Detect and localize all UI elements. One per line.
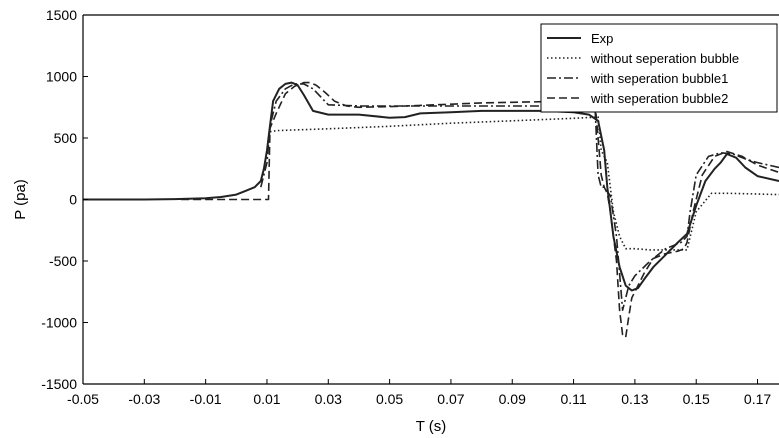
- y-tick-label: 1500: [46, 7, 77, 23]
- legend-entry-label: with seperation bubble2: [590, 91, 728, 106]
- series-line-4: [181, 81, 779, 339]
- x-tick-label: 0.15: [683, 391, 710, 407]
- y-tick-label: 500: [54, 130, 78, 146]
- legend-entry-label: without seperation bubble: [590, 51, 739, 66]
- x-tick-label: 0.05: [376, 391, 403, 407]
- x-tick-label: 0.01: [253, 391, 280, 407]
- x-tick-label: 0.03: [315, 391, 342, 407]
- y-tick-label: -1500: [41, 376, 77, 392]
- y-axis-label: P (pa): [12, 179, 29, 220]
- y-tick-label: 0: [69, 192, 77, 208]
- x-tick-label: -0.01: [190, 391, 222, 407]
- tick-marks-and-labels: -0.05 -0.03 -0.01 0.01 0.03 0.05 0.07 0.09 0.11 0…: [41, 7, 771, 407]
- x-tick-label: 0.07: [437, 391, 464, 407]
- series-line-3: [260, 83, 779, 311]
- x-axis-label: T (s): [416, 418, 447, 435]
- y-tick-label: 1000: [46, 69, 77, 85]
- y-tick-label: -500: [49, 253, 77, 269]
- x-tick-label: 0.09: [499, 391, 526, 407]
- x-tick-label: -0.03: [128, 391, 160, 407]
- y-tick-label: -1000: [41, 315, 77, 331]
- legend-entry-label: Exp: [591, 31, 613, 46]
- series-line-1: [83, 81, 779, 292]
- x-tick-label: -0.05: [67, 391, 99, 407]
- plot-lines: [83, 81, 779, 339]
- x-tick-label: 0.11: [560, 391, 586, 407]
- x-tick-label: 0.13: [621, 391, 648, 407]
- legend-entry-label: with seperation bubble1: [590, 71, 728, 86]
- x-tick-label: 0.17: [744, 391, 771, 407]
- legend: Exp without seperation bubble with seperat…: [540, 23, 778, 113]
- series-line-2: [269, 116, 779, 251]
